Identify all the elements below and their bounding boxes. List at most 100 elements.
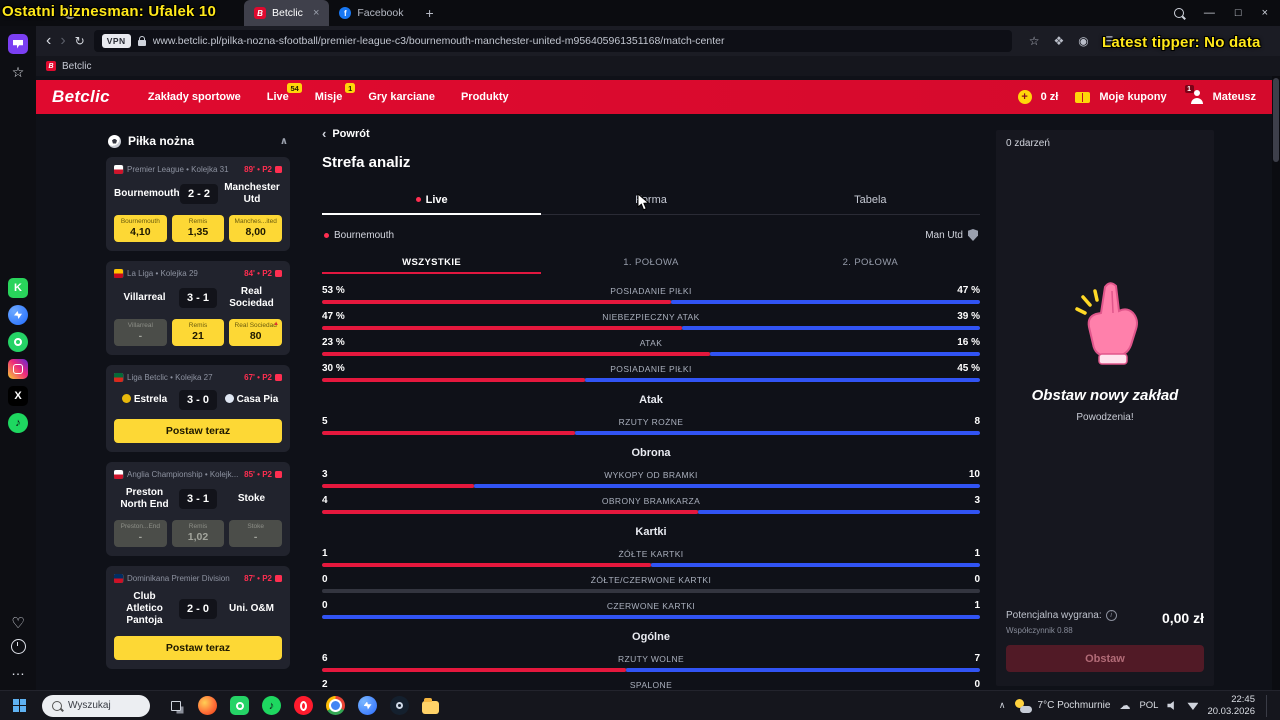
account-icon[interactable]: ◉	[1078, 34, 1089, 48]
live-tracker-icon	[275, 575, 282, 582]
odds-button[interactable]: Villarreal -	[114, 319, 167, 346]
nav-item-produkty[interactable]: Produkty	[461, 80, 509, 114]
bet-now-button[interactable]: Postaw teraz	[114, 636, 282, 660]
info-icon[interactable]: i	[1105, 610, 1117, 621]
keyboard-language[interactable]: POL	[1139, 700, 1159, 711]
bookmark-star-icon[interactable]: ☆	[1028, 34, 1040, 48]
close-button[interactable]: ×	[1261, 6, 1268, 19]
odds-button[interactable]: Remis 1,35	[171, 215, 225, 242]
firefox-icon[interactable]	[198, 696, 217, 715]
kick-icon[interactable]	[8, 278, 28, 298]
extensions-icon[interactable]: ❖	[1053, 34, 1065, 48]
odds-button[interactable]: Real Sociedad 80 ▲	[229, 319, 283, 346]
new-tab-button[interactable]: +	[425, 5, 434, 21]
live-tracker-icon	[275, 166, 282, 173]
odds-button[interactable]: Preston...End -	[114, 520, 167, 547]
network-icon[interactable]	[1187, 702, 1199, 710]
messenger-icon[interactable]	[358, 696, 377, 715]
sidebar-header[interactable]: Piłka nożna ∧	[106, 132, 290, 157]
minimize-button[interactable]: —	[1203, 6, 1215, 19]
clock-icon[interactable]	[10, 639, 26, 654]
onedrive-cloud-icon[interactable]: ☁	[1119, 700, 1131, 712]
messenger-icon[interactable]	[8, 305, 28, 325]
start-button[interactable]	[6, 699, 32, 712]
bookmark-betclic[interactable]: Betclic	[62, 60, 92, 72]
show-desktop-button[interactable]	[1266, 694, 1270, 717]
steam-icon[interactable]	[390, 696, 409, 715]
nav-item-gry-karciane[interactable]: Gry karciane	[368, 80, 435, 114]
nav-item-misje[interactable]: Misje 1	[315, 80, 356, 114]
weather-widget[interactable]: 7°C Pochmurnie	[1014, 698, 1110, 713]
period-tab-wszystkie[interactable]: WSZYSTKIE	[322, 257, 542, 274]
stat-bar	[322, 484, 980, 488]
period-tab-1-połowa[interactable]: 1. POŁOWA	[623, 257, 679, 268]
nav-item-zakłady-sportowe[interactable]: Zakłady sportowe	[148, 80, 241, 114]
volume-icon[interactable]	[1167, 701, 1174, 710]
stat-row: 53 % POSIADANIE PIŁKI 47 %	[322, 284, 980, 304]
match-card[interactable]: Anglia Championship • Kolejk... 85' • P2 P…	[106, 462, 290, 556]
menu-icon[interactable]: ☰	[1102, 34, 1114, 48]
heart-icon[interactable]	[8, 613, 28, 633]
period-tab-2-połowa[interactable]: 2. POŁOWA	[842, 257, 899, 268]
more-icon[interactable]	[8, 660, 28, 680]
maximize-button[interactable]: □	[1234, 6, 1242, 19]
instagram-icon[interactable]	[8, 359, 28, 379]
sidebar-match-cards: Premier League • Kolejka 31 89' • P2 Bourn…	[106, 157, 290, 669]
match-time: 87' • P2	[244, 574, 282, 583]
balance[interactable]: 0 zł	[1040, 91, 1059, 103]
betclic-logo[interactable]: Betclic	[52, 87, 110, 106]
tab-close-icon[interactable]: ×	[312, 7, 320, 19]
url-bar[interactable]: VPN www.betclic.pl/pilka-nozna-sfootball…	[93, 30, 1012, 52]
deposit-plus-icon[interactable]: +	[1017, 90, 1032, 104]
forward-icon[interactable]: ›	[60, 32, 66, 49]
whatsapp-icon[interactable]	[230, 696, 249, 715]
reload-icon[interactable]: ↻	[74, 34, 85, 48]
my-coupons-link[interactable]: Moje kupony	[1099, 91, 1167, 103]
folder-icon[interactable]	[422, 697, 439, 714]
odds-button[interactable]: Stoke -	[229, 520, 283, 547]
hidden-icons-chevron[interactable]: ∧	[998, 700, 1006, 710]
odds-button[interactable]: Manches...ited 8,00	[229, 215, 283, 242]
browser-tab-dashboard[interactable]: Dashboard	[54, 0, 244, 26]
user-icon[interactable]: 1	[1184, 85, 1204, 104]
tab-live[interactable]: Live	[322, 185, 542, 215]
whatsapp-icon[interactable]	[8, 332, 28, 352]
taskbar-clock[interactable]: 22:45 20.03.2026	[1207, 694, 1255, 718]
league-name: Anglia Championship • Kolejk...	[127, 470, 239, 479]
nav-item-live[interactable]: Live 54	[267, 80, 302, 114]
match-card[interactable]: Premier League • Kolejka 31 89' • P2 Bourn…	[106, 157, 290, 251]
odds-button[interactable]: Remis 1,02	[171, 520, 225, 547]
back-icon[interactable]: ‹	[46, 32, 52, 49]
spotify-icon[interactable]	[8, 413, 28, 433]
browser-tab-facebook[interactable]: f Facebook	[329, 0, 413, 26]
match-card[interactable]: Liga Betclic • Kolejka 27 67' • P2 Estrela…	[106, 365, 290, 452]
league-flag-icon	[114, 470, 123, 479]
odds-button[interactable]: Remis 21	[171, 319, 225, 346]
home-team-name: Club Atletico Pantoja	[126, 591, 163, 626]
place-bet-button[interactable]: Obstaw	[1006, 645, 1204, 672]
url-text[interactable]: www.betclic.pl/pilka-nozna-sfootball/pre…	[152, 35, 725, 47]
page-scrollbar[interactable]	[1272, 76, 1280, 690]
x-icon[interactable]	[8, 386, 28, 406]
taskbar-search[interactable]: Wyszukaj	[42, 694, 150, 717]
betslip-footer: Potencjalna wygrana: i Współczynnik 0.88…	[1006, 610, 1204, 672]
odds-button[interactable]: Bournemouth 4,10	[114, 215, 167, 242]
coupons-ticket-icon[interactable]	[1075, 91, 1091, 103]
tab-tabela[interactable]: Tabela	[761, 185, 980, 214]
browser-tab-betclic[interactable]: B Betclic ×	[244, 0, 330, 26]
scrollbar-thumb[interactable]	[1273, 78, 1279, 162]
opera-icon[interactable]	[294, 696, 313, 715]
bet-now-button[interactable]: Postaw teraz	[114, 419, 282, 443]
task-view-icon[interactable]	[166, 696, 185, 715]
chevron-up-icon[interactable]: ∧	[279, 135, 288, 147]
username[interactable]: Mateusz	[1212, 91, 1256, 103]
twitch-icon[interactable]	[8, 34, 28, 54]
back-link[interactable]: ‹ Powrót	[322, 126, 980, 141]
home-bar	[322, 510, 698, 514]
star-icon[interactable]	[8, 62, 28, 82]
spotify-icon[interactable]	[262, 696, 281, 715]
match-card[interactable]: Dominikana Premier Division 87' • P2 Club …	[106, 566, 290, 669]
match-card[interactable]: La Liga • Kolejka 29 84' • P2 Villarreal 3 …	[106, 261, 290, 355]
search-icon[interactable]	[1173, 8, 1184, 18]
chrome-icon[interactable]	[326, 696, 345, 715]
